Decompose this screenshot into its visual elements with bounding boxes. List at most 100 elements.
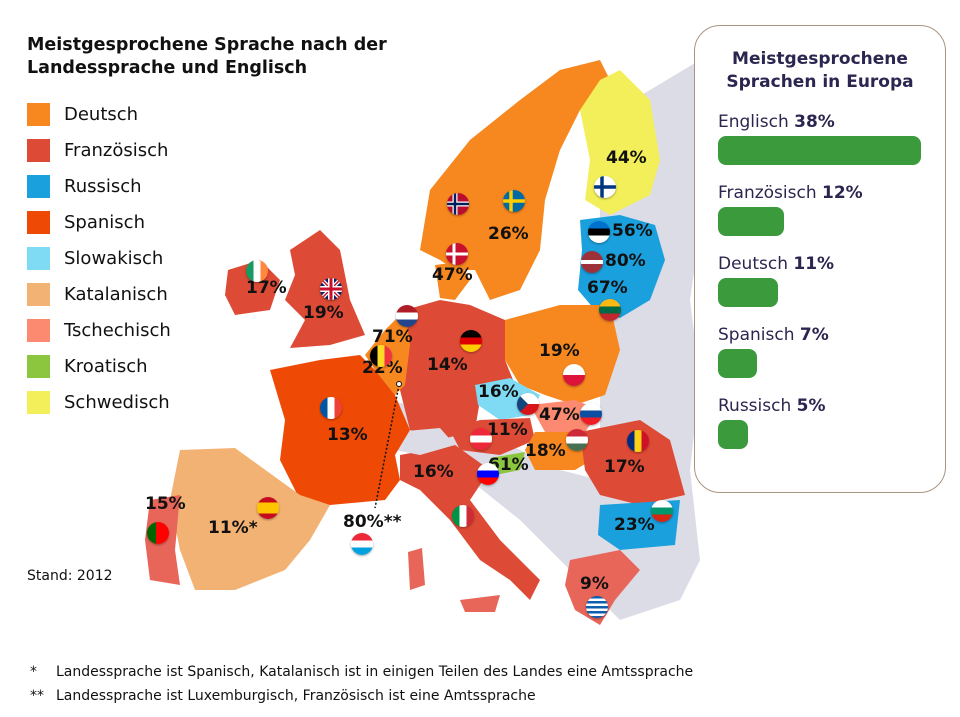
footnote: * Landessprache ist Spanisch, Katalanisch…	[30, 664, 694, 680]
flag-bulgaria-icon	[651, 500, 673, 522]
country-austria	[450, 418, 535, 455]
legend-item-tschechisch: Tschechisch	[27, 312, 171, 348]
luxembourg-marker	[396, 381, 402, 387]
flag-austria-icon	[470, 428, 492, 450]
legend-label: Tschechisch	[64, 319, 171, 341]
flag-portugal-icon	[147, 522, 169, 544]
legend-label: Spanisch	[64, 211, 145, 233]
flag-netherlands-icon	[396, 305, 418, 327]
flag-ireland-icon	[246, 260, 268, 282]
pct-bulgaria: 23%	[614, 515, 655, 535]
flag-norway-icon	[447, 193, 469, 215]
pct-estonia: 56%	[612, 221, 653, 241]
country-romania	[580, 420, 685, 505]
swatch-franzoesisch	[27, 138, 50, 162]
legend-item-deutsch: Deutsch	[27, 96, 171, 132]
pct-poland: 19%	[539, 341, 580, 361]
legend-label: Kroatisch	[64, 355, 148, 377]
bar	[718, 136, 921, 165]
flag-slovenia-icon	[477, 463, 499, 485]
swatch-deutsch	[27, 102, 50, 126]
pct-denmark: 47%	[432, 265, 473, 285]
pct-italy: 16%	[413, 462, 454, 482]
flag-luxembourg-icon	[351, 533, 373, 555]
pct-sweden: 26%	[488, 224, 529, 244]
flag-finland-icon	[594, 176, 616, 198]
swatch-kroatisch	[27, 354, 50, 378]
bar-item-franzoesisch: Französisch 12%	[718, 183, 945, 236]
pct-luxembourg: 80%**	[343, 512, 402, 532]
flag-uk-icon	[320, 278, 342, 300]
legend-label: Russisch	[64, 175, 142, 197]
swatch-katalanisch	[27, 282, 50, 306]
flag-germany-icon	[460, 330, 482, 352]
swatch-slowakisch	[27, 246, 50, 270]
panel-title: Meistgesprochene Sprachen in Europa	[726, 49, 914, 92]
flag-poland-icon	[563, 364, 585, 386]
pct-hungary: 18%	[525, 441, 566, 461]
flag-spain-icon	[257, 497, 279, 519]
legend-item-russisch: Russisch	[27, 168, 171, 204]
flag-sweden-icon	[503, 190, 525, 212]
flag-italy-icon	[452, 505, 474, 527]
island-sardinia	[408, 548, 425, 590]
bar	[718, 349, 757, 378]
bar-item-englisch: Englisch 38%	[718, 112, 945, 165]
country-france	[270, 355, 410, 505]
pct-austria: 11%	[487, 420, 528, 440]
pct-latvia: 80%	[605, 251, 646, 271]
swatch-spanisch	[27, 210, 50, 234]
legend-label: Französisch	[64, 139, 169, 161]
flag-denmark-icon	[446, 243, 468, 265]
legend-label: Slowakisch	[64, 247, 164, 269]
pct-slovakia: 47%	[539, 405, 580, 425]
legend-item-kroatisch: Kroatisch	[27, 348, 171, 384]
legend-label: Katalanisch	[64, 283, 168, 305]
pct-netherlands: 71%	[372, 327, 413, 347]
flag-latvia-icon	[581, 251, 603, 273]
flag-belgium-icon	[370, 345, 392, 367]
flag-hungary-icon	[566, 429, 588, 451]
flag-estonia-icon	[588, 221, 610, 243]
flag-czechia-icon	[517, 393, 539, 415]
flag-france-icon	[320, 397, 342, 419]
pct-romania: 17%	[604, 457, 645, 477]
country-norway-sweden	[420, 60, 610, 300]
bar-item-spanisch: Spanisch 7%	[718, 325, 945, 378]
bar	[718, 420, 748, 449]
swatch-schwedisch	[27, 390, 50, 414]
country-poland	[505, 305, 620, 405]
pct-france: 13%	[327, 425, 368, 445]
pct-ireland: 17%	[246, 278, 287, 298]
pct-portugal: 15%	[145, 494, 186, 514]
pct-uk: 19%	[303, 303, 344, 323]
legend-label: Schwedisch	[64, 391, 170, 413]
swatch-tschechisch	[27, 318, 50, 342]
flag-lithuania-icon	[599, 299, 621, 321]
stand-date: Stand: 2012	[27, 568, 113, 584]
swatch-russisch	[27, 174, 50, 198]
flag-slovakia-icon	[580, 403, 602, 425]
legend-item-franzoesisch: Französisch	[27, 132, 171, 168]
country-slovenia	[490, 452, 525, 475]
legend-item-katalanisch: Katalanisch	[27, 276, 171, 312]
footnotes: * Landessprache ist Spanisch, Katalanisch…	[30, 660, 693, 708]
pct-spain: 11%*	[208, 518, 258, 538]
bar-item-deutsch: Deutsch 11%	[718, 254, 945, 307]
legend-item-spanisch: Spanisch	[27, 204, 171, 240]
bar-item-russisch: Russisch 5%	[718, 396, 945, 449]
europe-languages-panel: Meistgesprochene Sprachen in Europa Engl…	[694, 25, 946, 493]
flag-greece-icon	[586, 596, 608, 618]
pct-finland: 44%	[606, 148, 647, 168]
island-sicily	[460, 595, 500, 612]
pct-czechia: 16%	[478, 382, 519, 402]
footnote: ** Landessprache ist Luxemburgisch, Franz…	[30, 688, 536, 704]
legend-item-slowakisch: Slowakisch	[27, 240, 171, 276]
country-switzerland	[395, 428, 455, 455]
country-spain	[170, 448, 330, 590]
country-germany	[400, 300, 515, 440]
pct-greece: 9%	[580, 574, 609, 594]
country-greece	[565, 550, 640, 625]
map-title: Meistgesprochene Sprache nach der Landes…	[27, 35, 387, 78]
